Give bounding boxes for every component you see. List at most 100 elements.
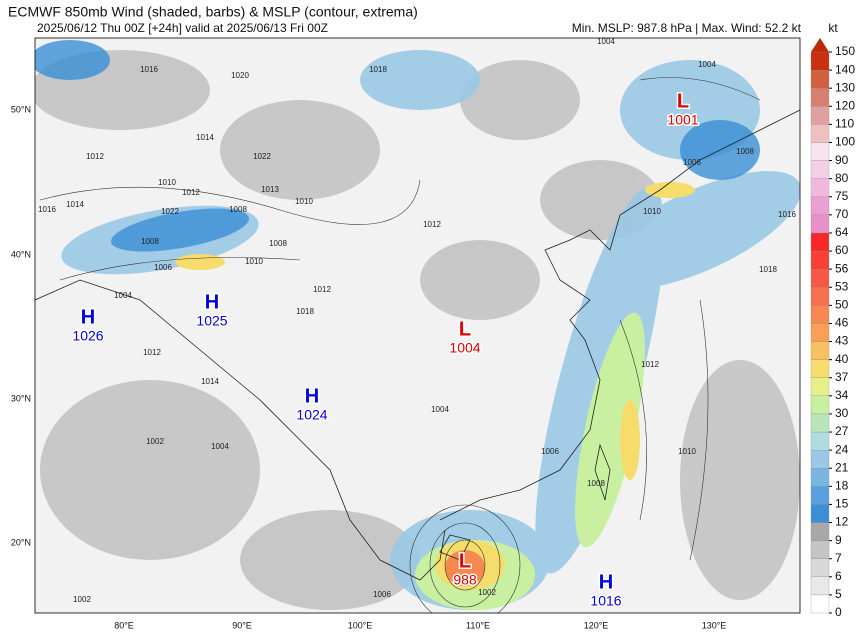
contour-label: 1008 <box>587 479 605 488</box>
contour-label: 1016 <box>38 205 56 214</box>
colorbar-label: 24 <box>835 442 849 456</box>
lon-label: 130°E <box>702 620 727 630</box>
center-value: 1001 <box>667 112 698 128</box>
contour-label: 1004 <box>431 405 449 414</box>
colorbar-segment <box>810 196 830 216</box>
lat-label: 20°N <box>11 537 31 547</box>
contour-label: 1006 <box>683 158 701 167</box>
contour-label: 1002 <box>73 595 91 604</box>
colorbar-label: 70 <box>835 207 849 221</box>
center-value: 1024 <box>296 407 327 423</box>
center-value: 1026 <box>72 328 103 344</box>
colorbar-label: 6 <box>835 569 842 583</box>
colorbar-segment <box>810 431 830 451</box>
colorbar-label: 50 <box>835 298 849 312</box>
stats: Min. MSLP: 987.8 hPa | Max. Wind: 52.2 k… <box>572 21 802 35</box>
contour-label: 1013 <box>261 185 279 194</box>
lon-label: 100°E <box>348 620 373 630</box>
colorbar-segment <box>810 305 830 324</box>
contour-label: 1018 <box>296 307 314 316</box>
colorbar-segment <box>810 359 830 378</box>
lon-label: 120°E <box>584 620 609 630</box>
contour-label: 1012 <box>86 152 104 161</box>
contour-label: 1012 <box>641 360 659 369</box>
colorbar-label: 130 <box>835 80 855 94</box>
colorbar-segment <box>810 468 830 487</box>
center-value: 1025 <box>196 313 227 329</box>
center-letter: L <box>459 318 471 340</box>
center-value: 1016 <box>590 593 621 609</box>
colorbar-segment <box>810 124 830 143</box>
contour-label: 1018 <box>759 265 777 274</box>
colorbar-segment <box>810 341 830 360</box>
colorbar-label: 40 <box>835 352 849 366</box>
colorbar-segment <box>810 413 830 433</box>
colorbar-segment <box>810 142 830 161</box>
contour-label: 1008 <box>736 147 754 156</box>
colorbar-segment <box>810 178 830 197</box>
colorbar-label: 140 <box>835 62 855 76</box>
lat-label: 50°N <box>11 104 31 114</box>
center-value: 1004 <box>449 340 480 356</box>
colorbar-label: 75 <box>835 189 849 203</box>
contour-label: 1012 <box>423 220 441 229</box>
colorbar-segment <box>810 51 830 71</box>
contour-label: 1004 <box>597 37 615 46</box>
center-letter: H <box>205 291 219 313</box>
lon-label: 110°E <box>466 620 490 630</box>
colorbar-segment <box>810 486 830 505</box>
contour-label: 1014 <box>196 133 214 142</box>
colorbar-label: 30 <box>835 406 849 420</box>
colorbar-segment <box>810 287 830 306</box>
center-letter: L <box>459 550 471 572</box>
lon-label: 80°E <box>114 620 134 630</box>
colorbar-label: 12 <box>835 515 849 529</box>
colorbar-label: 27 <box>835 424 849 438</box>
colorbar-segment <box>810 250 830 270</box>
contour-label: 1006 <box>154 263 172 272</box>
contour-label: 1018 <box>369 65 387 74</box>
contour-label: 1004 <box>114 291 132 300</box>
center-letter: H <box>599 571 613 593</box>
colorbar-segment <box>810 269 830 288</box>
colorbar-segment <box>810 214 830 234</box>
colorbar-label: 90 <box>835 153 849 167</box>
subtitle: 2025/06/12 Thu 00Z [+24h] valid at 2025/… <box>37 21 328 35</box>
colorbar-label: 7 <box>835 551 842 565</box>
contour-label: 1012 <box>313 285 331 294</box>
colorbar-segment <box>810 395 830 415</box>
colorbar-label: 15 <box>835 497 849 511</box>
colorbar-segment <box>810 106 830 125</box>
contour-label: 1020 <box>231 71 249 80</box>
contour-label: 1008 <box>141 237 159 246</box>
colorbar-extend <box>810 37 830 53</box>
colorbar-label: 150 <box>835 44 855 58</box>
colorbar-segment <box>810 594 830 614</box>
colorbar-label: 21 <box>835 460 849 474</box>
contour-label: 1006 <box>373 590 391 599</box>
colorbar-label: 46 <box>835 316 849 330</box>
contour-label: 1014 <box>201 377 219 386</box>
contour-label: 1010 <box>643 207 661 216</box>
colorbar-label: 18 <box>835 478 849 492</box>
contour-label: 1012 <box>182 188 200 197</box>
colorbar-label: 37 <box>835 370 849 384</box>
center-value: 988 <box>453 572 477 588</box>
colorbar-label: 53 <box>835 279 849 293</box>
colorbar-segment <box>810 69 830 89</box>
colorbar-segment <box>810 377 830 396</box>
colorbar-segment <box>810 558 830 577</box>
contour-label: 1016 <box>140 65 158 74</box>
colorbar-segment <box>810 88 830 107</box>
colorbar-unit: kt <box>828 21 838 35</box>
contour-label: 1022 <box>161 207 179 216</box>
map <box>35 38 800 613</box>
contour-label: 1004 <box>211 442 229 451</box>
center-letter: H <box>81 306 95 328</box>
contour-label: 1010 <box>158 178 176 187</box>
colorbar-segment <box>810 232 830 252</box>
contour-label: 1012 <box>143 348 161 357</box>
colorbar-segment <box>810 576 830 596</box>
contour-label: 1004 <box>698 60 716 69</box>
